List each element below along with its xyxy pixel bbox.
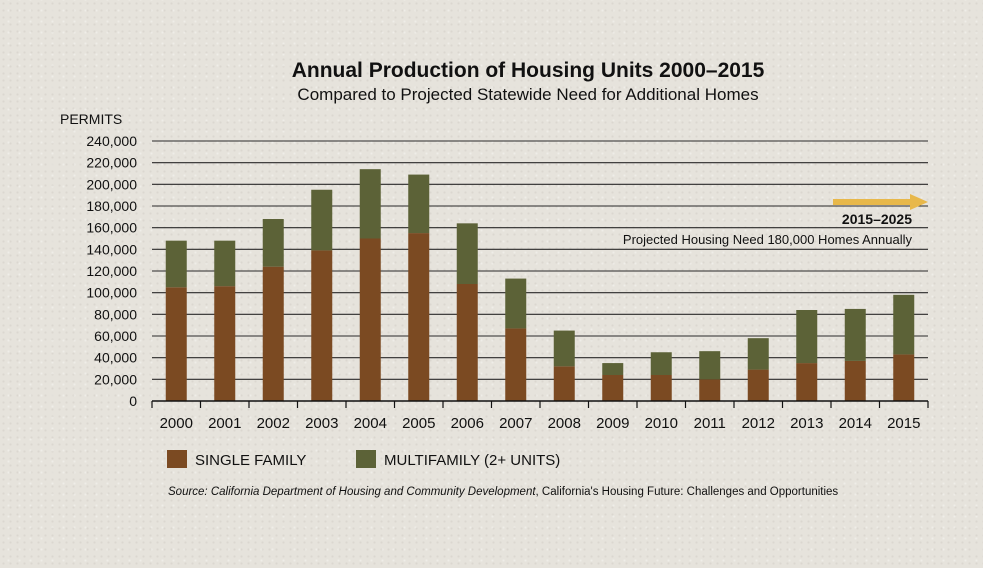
bar-single-family [456, 284, 478, 401]
y-tick-label: 0 [129, 393, 137, 409]
legend: SINGLE FAMILY MULTIFAMILY (2+ UNITS) [167, 450, 560, 469]
annotation-text: Projected Housing Need 180,000 Homes Ann… [623, 232, 913, 247]
bar-single-family [262, 266, 284, 401]
y-tick-labels: 0 20,000 40,000 60,000 80,000 100,000 120,000 1… [86, 133, 137, 409]
x-tick-label: 2013 [790, 415, 823, 432]
bar-single-family [553, 366, 575, 401]
x-tick-label: 2005 [402, 415, 435, 432]
arrow-head [910, 194, 928, 210]
source-plain: , California's Housing Future: Challenge… [535, 486, 839, 498]
source-note: Source: California Department of Housing… [168, 486, 838, 498]
x-tick-label: 2010 [645, 415, 678, 432]
legend-swatch-single-family [167, 450, 187, 468]
bar-single-family [796, 363, 818, 401]
bar-single-family [311, 250, 333, 401]
chart-subtitle: Compared to Projected Statewide Need for… [297, 85, 758, 104]
bar-single-family [505, 328, 527, 401]
source-italic: Source: California Department of Housing… [168, 486, 536, 498]
bar-single-family [359, 238, 381, 401]
bars [165, 169, 915, 401]
chart-title: Annual Production of Housing Units 2000–… [292, 59, 765, 82]
x-tick-label: 2011 [694, 415, 726, 432]
bar-multifamily [214, 240, 236, 287]
bar-multifamily [165, 240, 187, 288]
x-tick-label: 2006 [451, 415, 484, 432]
bar-single-family [165, 287, 187, 401]
x-tick-label: 2015 [887, 415, 920, 432]
y-tick-label: 80,000 [94, 306, 137, 322]
bar-multifamily [456, 223, 478, 284]
bar-single-family [214, 286, 236, 401]
bar-single-family [844, 360, 866, 401]
y-tick-label: 160,000 [86, 220, 137, 236]
projected-need-annotation: 2015–2025 Projected Housing Need 180,000… [623, 194, 928, 247]
y-tick-label: 220,000 [86, 155, 137, 171]
bar-multifamily [602, 363, 624, 375]
bar-single-family [408, 233, 430, 401]
bar-multifamily [408, 174, 430, 234]
legend-swatch-multifamily [356, 450, 376, 468]
x-tick-label: 2009 [596, 415, 629, 432]
x-tick-label: 2012 [742, 415, 775, 432]
y-tick-label: 40,000 [94, 350, 137, 366]
y-tick-label: 140,000 [86, 241, 137, 257]
y-tick-label: 100,000 [86, 285, 137, 301]
legend-label-multifamily: MULTIFAMILY (2+ UNITS) [384, 452, 560, 469]
y-tick-label: 120,000 [86, 263, 137, 279]
x-tick-labels: 2000 2001 2002 2003 2004 2005 2006 2007 2008 2009… [160, 415, 921, 432]
bar-single-family [893, 354, 915, 401]
bar-multifamily [844, 308, 866, 361]
y-tick-label: 60,000 [94, 328, 137, 344]
x-tick-label: 2000 [160, 415, 193, 432]
x-tick-label: 2002 [257, 415, 290, 432]
x-tick-label: 2004 [354, 415, 387, 432]
x-tick-label: 2014 [839, 415, 872, 432]
bar-multifamily [893, 294, 915, 355]
bar-multifamily [553, 330, 575, 367]
arrow-shaft [833, 199, 911, 205]
bar-multifamily [747, 338, 769, 370]
y-tick-label: 180,000 [86, 198, 137, 214]
x-tick-label: 2001 [208, 415, 241, 432]
bar-single-family [650, 375, 672, 401]
x-tick-label: 2008 [548, 415, 581, 432]
x-tick-label: 2003 [305, 415, 338, 432]
bar-single-family [747, 369, 769, 401]
x-tick-label: 2007 [499, 415, 532, 432]
bar-multifamily [699, 351, 721, 380]
bar-multifamily [796, 310, 818, 364]
bar-single-family [699, 379, 721, 401]
y-tick-label: 240,000 [86, 133, 137, 149]
bar-multifamily [262, 219, 284, 267]
annotation-years: 2015–2025 [842, 211, 912, 227]
bar-single-family [602, 375, 624, 401]
bar-multifamily [650, 352, 672, 375]
bar-multifamily [359, 169, 381, 239]
x-axis [151, 400, 929, 408]
bar-multifamily [505, 278, 527, 329]
y-axis-label: PERMITS [60, 111, 122, 127]
y-tick-label: 20,000 [94, 371, 137, 387]
bar-multifamily [311, 189, 333, 251]
y-tick-label: 200,000 [86, 176, 137, 192]
legend-label-single-family: SINGLE FAMILY [195, 452, 306, 469]
